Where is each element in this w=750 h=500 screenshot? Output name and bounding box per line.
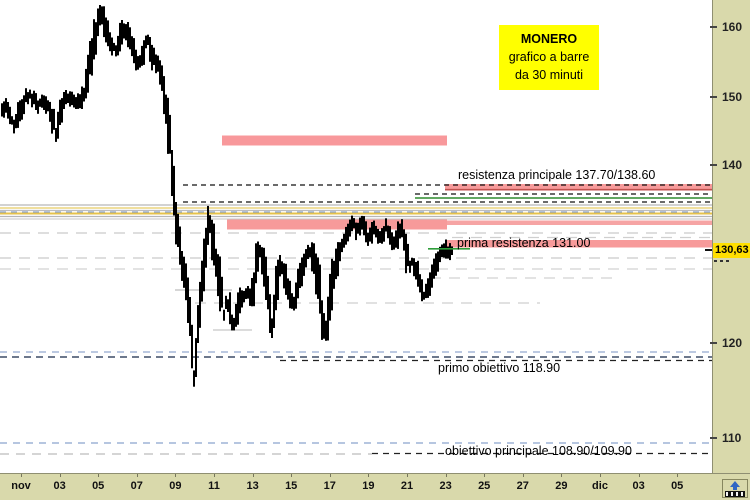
x-tick — [522, 474, 524, 477]
x-tick — [252, 474, 254, 477]
x-tick — [561, 474, 563, 477]
x-label-dic: dic — [592, 480, 608, 492]
x-label-11: 11 — [208, 480, 220, 492]
x-label-25: 25 — [478, 480, 491, 492]
up-arrow-stem — [733, 487, 737, 490]
x-label-03: 03 — [53, 480, 66, 492]
x-tick — [677, 474, 679, 477]
x-label-21: 21 — [400, 480, 414, 492]
x-tick — [291, 474, 293, 477]
annotation-prima-resistenza: prima resistenza 131.00 — [457, 236, 591, 250]
x-tick — [407, 474, 408, 477]
x-label-23: 23 — [439, 480, 452, 492]
y-tick-140: 140 — [709, 158, 743, 172]
chart-type-label: grafico a barre — [508, 50, 590, 65]
x-tick — [329, 474, 331, 477]
x-label-27: 27 — [516, 480, 529, 492]
timeframe-label: da 30 minuti — [514, 68, 584, 83]
chart-plot-area — [0, 0, 713, 473]
x-tick — [214, 474, 215, 477]
x-label-07: 07 — [130, 480, 143, 492]
up-arrow-icon — [730, 481, 740, 487]
x-tick — [368, 474, 370, 477]
x-label-15: 15 — [285, 480, 298, 492]
panel-bar-icon — [725, 491, 745, 497]
y-tick-150: 150 — [709, 90, 743, 104]
x-label-nov: nov — [11, 480, 31, 492]
y-tick-110: 110 — [709, 431, 742, 445]
current-price-badge: 130,63 — [713, 243, 750, 258]
x-tick — [136, 474, 138, 477]
annotation-primo-obiettivo: primo obiettivo 118.90 — [438, 361, 561, 375]
x-tick — [98, 474, 100, 477]
x-label-17: 17 — [323, 480, 336, 492]
current-price-underline-dashes — [714, 260, 729, 262]
y-tick-120: 120 — [709, 336, 743, 350]
x-tick — [59, 474, 61, 477]
x-tick — [175, 474, 177, 477]
x-tick — [445, 474, 447, 477]
price-chart-canvas — [0, 5, 712, 455]
show-panel-button[interactable] — [722, 479, 748, 498]
annotation-resistenza-principale: resistenza principale 137.70/138.60 — [458, 168, 656, 182]
annotation-obiettivo-principale: obiettivo principale 108.90/109.90 — [445, 444, 632, 458]
x-tick — [21, 474, 22, 477]
x-axis-border — [0, 473, 750, 474]
x-label-05: 05 — [671, 480, 684, 492]
x-label-19: 19 — [362, 480, 375, 492]
x-label-03: 03 — [632, 480, 645, 492]
x-label-09: 09 — [169, 480, 182, 492]
y-tick-160: 160 — [709, 20, 743, 34]
chart-title-box: MONERO grafico a barre da 30 minuti — [499, 25, 599, 91]
x-tick — [600, 474, 601, 477]
x-tick — [638, 474, 640, 477]
x-label-13: 13 — [246, 480, 259, 492]
x-label-29: 29 — [555, 480, 568, 492]
x-label-05: 05 — [92, 480, 105, 492]
x-tick — [484, 474, 486, 477]
instrument-name: MONERO — [520, 32, 578, 46]
